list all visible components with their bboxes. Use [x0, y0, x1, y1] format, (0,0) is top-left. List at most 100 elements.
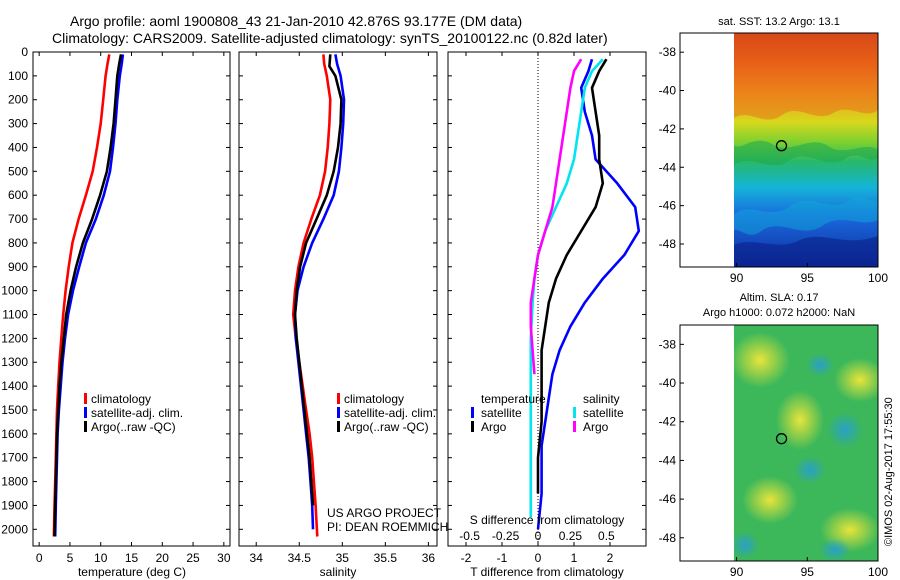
difference-plot: -2 -1 0 1 2 -0.5 -0.25 0 0.25 0.5: [448, 51, 646, 565]
sla-high: [776, 390, 824, 450]
x-tick-label: 5: [67, 551, 74, 565]
depth-tick-label: 1200: [1, 331, 28, 345]
salinity-legend: climatology satellite-adj. clim. Argo(..…: [337, 392, 436, 434]
sla-map-title-line-1: Altim. SLA: 0.17: [740, 292, 819, 304]
map-y-tick-label: -48: [659, 237, 677, 251]
depth-tick-label: 500: [8, 164, 28, 178]
depth-tick-label: 1800: [1, 475, 28, 489]
x-tick-label: 25: [186, 551, 200, 565]
argo-float-marker-sla: [775, 433, 788, 445]
legend-swatch-sal-argo: [573, 421, 576, 432]
series-line-argo: [529, 58, 583, 375]
map-x-tick-label: 90: [730, 565, 744, 579]
sst-map: [734, 33, 878, 267]
sla-low: [819, 538, 851, 561]
sst-deep-blue: [734, 236, 878, 267]
x-tick-label: 36: [422, 551, 436, 565]
series-line-argo-raw-qc-: [293, 54, 343, 506]
x-tick-label: 35.5: [374, 551, 398, 565]
s-tick-label: 0.5: [598, 529, 615, 543]
x-tick-label: 34.5: [288, 551, 312, 565]
map-x-tick-label: 95: [801, 565, 815, 579]
depth-tick-label: 900: [8, 260, 28, 274]
sst-map-frame: [679, 32, 879, 268]
legend-label-argo: Argo(..raw -QC): [91, 420, 176, 434]
legend-swatch-temp-satellite: [471, 407, 474, 418]
x-tick-label: 0: [36, 551, 43, 565]
sla-map-frame: [679, 324, 879, 562]
x-tick-label: 0: [535, 551, 542, 565]
x-tick-label: 2: [607, 551, 614, 565]
legend-swatch-sal-satellite: [573, 407, 576, 418]
map-y-tick-label: -44: [659, 453, 677, 467]
legend-swatch-temp-argo: [471, 421, 474, 432]
difference-panel-frame: [447, 51, 647, 547]
legend-label-temp-satellite: satellite: [481, 406, 522, 420]
legend-label-climatology: climatology: [91, 392, 151, 406]
difference-xlabel-top: S difference from climatology: [470, 513, 625, 527]
legend-swatch-argo: [84, 421, 87, 432]
sla-high: [742, 476, 798, 524]
depth-tick-label: 1600: [1, 427, 28, 441]
project-annotation-line-2: PI: DEAN ROEMMICH: [327, 520, 448, 534]
map-y-tick-label: -46: [659, 492, 677, 506]
project-annotation-line-1: US ARGO PROJECT: [327, 506, 442, 520]
legend-label-sal-satellite: satellite: [583, 406, 624, 420]
sla-low: [806, 353, 834, 377]
map-x-tick-label: 100: [868, 271, 888, 285]
depth-tick-label: 1900: [1, 498, 28, 512]
x-tick-label: -1: [497, 551, 508, 565]
depth-tick-label: 2000: [1, 522, 28, 536]
temperature-legend: climatology satellite-adj. clim. Argo(..…: [84, 392, 183, 434]
map-y-tick-label: -38: [659, 337, 677, 351]
figure-title-line-2: Climatology: CARS2009. Satellite-adjuste…: [52, 30, 608, 46]
map-y-tick-label: -42: [659, 415, 677, 429]
depth-tick-label: 1500: [1, 403, 28, 417]
difference-xlabel: T difference from climatology: [470, 565, 624, 579]
depth-axis-ticks: 0 100 200 300 400 500 600 700 800 900 1000 1100 1200…: [1, 45, 28, 536]
temperature-plot: 0 5 10 15 20 25 30: [33, 51, 231, 565]
series-line-climatology: [291, 54, 332, 537]
x-tick-label: 35: [336, 551, 350, 565]
series-line-argo: [536, 58, 608, 494]
map-y-tick-label: -46: [659, 199, 677, 213]
map-x-tick-label: 90: [730, 271, 744, 285]
sla-map-title-line-2: Argo h1000: 0.072 h2000: NaN: [703, 307, 855, 319]
map-y-tick-label: -40: [659, 84, 677, 98]
sst-map-title: sat. SST: 13.2 Argo: 13.1: [718, 16, 840, 28]
legend-header-temperature: temperature: [481, 392, 546, 406]
figure-title-line-1: Argo profile: aoml 1900808_43 21-Jan-201…: [70, 13, 522, 29]
legend-label-temp-argo: Argo: [481, 420, 507, 434]
map-y-tick-label: -48: [659, 531, 677, 545]
map-x-tick-label: 100: [868, 565, 888, 579]
x-tick-label: 1: [571, 551, 578, 565]
s-tick-label: -0.25: [492, 529, 520, 543]
legend-swatch-argo: [337, 421, 340, 432]
depth-tick-label: 600: [8, 188, 28, 202]
argo-float-marker-sst: [775, 140, 788, 152]
legend-label-climatology: climatology: [344, 392, 404, 406]
sst-front-warm: [734, 33, 878, 120]
map-y-tick-label: -40: [659, 376, 677, 390]
depth-tick-label: 0: [21, 45, 28, 59]
x-tick-label: 10: [94, 551, 108, 565]
legend-label-argo: Argo(..raw -QC): [344, 420, 429, 434]
salinity-plot: 34 34.5 35 35.5 36: [239, 51, 437, 565]
temperature-xlabel: temperature (deg C): [78, 565, 186, 579]
series-line-satellite-adj-clim-: [293, 54, 346, 530]
x-tick-label: 20: [156, 551, 170, 565]
series-line-satellite: [536, 58, 641, 530]
legend-swatch-satellite-adj: [337, 407, 340, 418]
depth-tick-label: 700: [8, 212, 28, 226]
depth-tick-label: 200: [8, 93, 28, 107]
sla-map: [734, 325, 878, 561]
depth-tick-label: 100: [8, 69, 28, 83]
sla-low: [794, 456, 826, 484]
depth-tick-label: 400: [8, 140, 28, 154]
depth-tick-label: 1100: [2, 308, 28, 322]
sla-low: [827, 412, 863, 448]
x-tick-label: 30: [217, 551, 231, 565]
sla-map-axes: -38 -40 -42 -44 -46 -48 90 95 100: [659, 337, 889, 579]
legend-label-satellite-adj: satellite-adj. clim.: [91, 406, 183, 420]
sst-front-cyan: [734, 197, 878, 235]
